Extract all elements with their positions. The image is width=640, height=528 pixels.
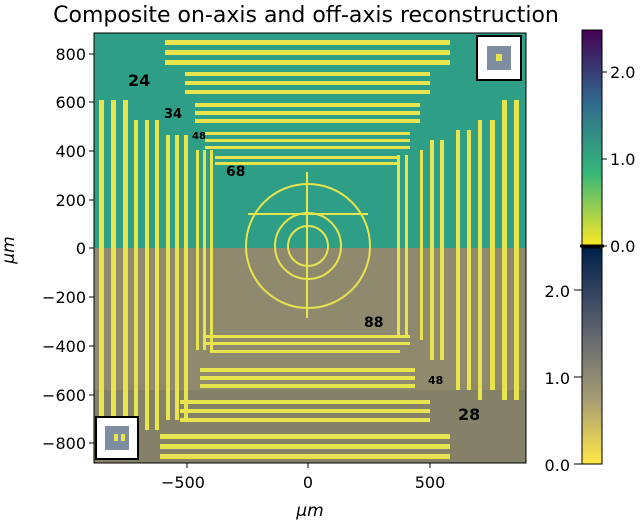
y-tick-label: 200 (55, 191, 86, 210)
group-label: 24 (128, 71, 150, 90)
colorbar-top-tick: 1.0 (610, 150, 635, 169)
colorbar-bottom-gradient (581, 247, 603, 465)
x-tick-label: −500 (161, 473, 205, 492)
y-tick-label: 600 (55, 93, 86, 112)
group-label: 88 (364, 315, 383, 331)
inset-bottom-left (95, 416, 139, 460)
group-label: 28 (458, 405, 480, 424)
group-label: 68 (226, 164, 245, 180)
group-labels: 24 34 48 68 88 48 28 (128, 71, 480, 424)
y-tick-label: −400 (42, 337, 86, 356)
group-label: 48 (192, 131, 206, 142)
x-axis-label: μm (295, 501, 323, 521)
inset-top-right (476, 35, 522, 81)
chart-title: Composite on-axis and off-axis reconstru… (53, 3, 559, 28)
group-label: 48 (428, 374, 443, 387)
colorbar-bottom-tick: 1.0 (545, 369, 570, 388)
group-label: 34 (164, 107, 182, 122)
colorbar-bottom-tick: 0.0 (545, 456, 570, 475)
colorbar-top-tick: 0.0 (610, 237, 635, 256)
x-tick-label: 0 (303, 473, 313, 492)
y-tick-label: 0 (76, 239, 86, 258)
crosshair (248, 172, 368, 318)
y-tick-label: 800 (55, 45, 86, 64)
y-tick-label: −600 (42, 386, 86, 405)
colorbar-top-gradient (581, 29, 603, 247)
colorbar-bottom: 2.0 1.0 0.0 (545, 247, 603, 475)
y-axis-label: μm (0, 236, 19, 264)
y-axis: 800 600 400 200 0 −200 −400 −600 −800 (42, 45, 94, 453)
colorbar-bottom-tick: 2.0 (545, 282, 570, 301)
x-axis: −500 0 500 (161, 463, 445, 492)
reconstruction-image: 24 34 48 68 88 48 28 (94, 33, 526, 463)
x-tick-label: 500 (415, 473, 446, 492)
colorbar-top: 2.0 1.0 0.0 (581, 29, 635, 256)
y-tick-label: 400 (55, 142, 86, 161)
resolution-target-lines (99, 40, 519, 459)
colorbar-top-tick: 2.0 (610, 63, 635, 82)
y-tick-label: −800 (42, 434, 86, 453)
y-tick-label: −200 (42, 288, 86, 307)
